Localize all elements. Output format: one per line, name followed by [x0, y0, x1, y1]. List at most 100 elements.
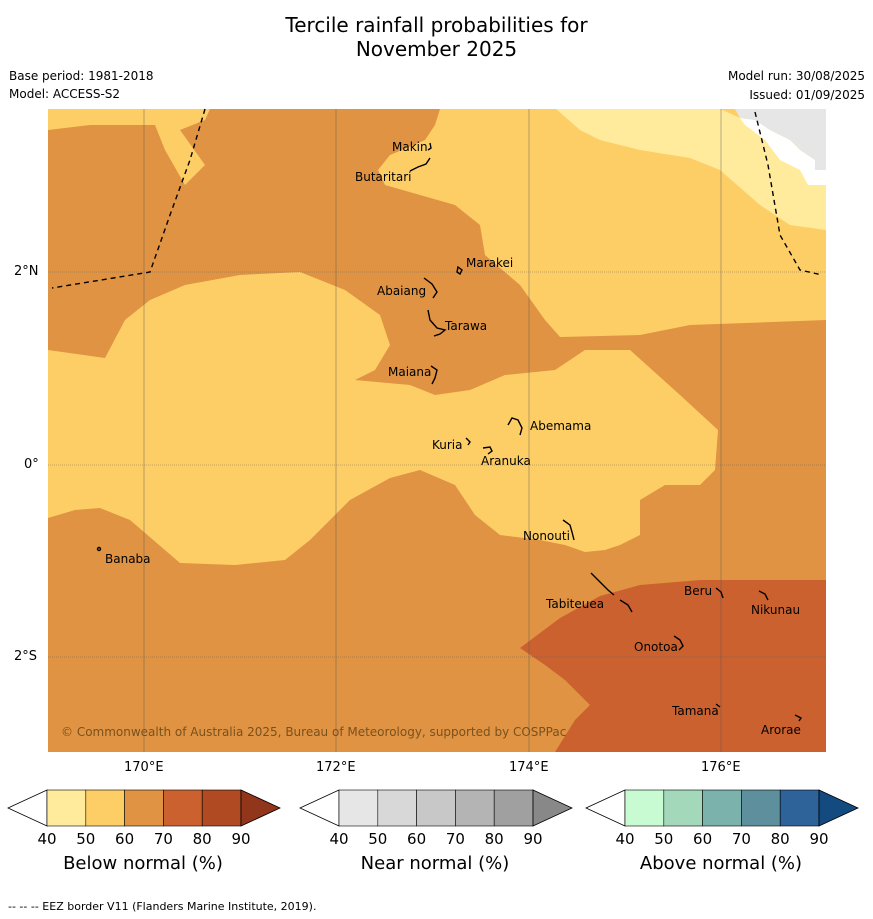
- banaba-island: [96, 546, 102, 552]
- place-label-marakei: Marakei: [466, 256, 513, 270]
- colorbar-below-segment: [163, 789, 203, 827]
- nikunau-island: [758, 590, 769, 601]
- place-label-aranuka: Aranuka: [481, 454, 531, 468]
- colorbar-near-segment: [377, 789, 417, 827]
- colorbar-above-tick-label: 70: [732, 830, 751, 848]
- colorbar-near-min-arrow: [299, 789, 340, 827]
- place-label-butaritari: Butaritari: [355, 170, 412, 184]
- map-title-line2: November 2025: [355, 37, 518, 61]
- place-label-tamana: Tamana: [671, 704, 719, 718]
- colorbar-near-tick-label: 60: [407, 830, 426, 848]
- place-label-kuria: Kuria: [432, 438, 463, 452]
- tabiteuea-island-north: [590, 572, 615, 596]
- colorbar-title-near: Near normal (%): [360, 853, 510, 874]
- colorbar-above-segment: [702, 789, 742, 827]
- place-label-abaiang: Abaiang: [377, 284, 426, 298]
- region-near-normal: [735, 109, 826, 170]
- colorbar-near-segment: [493, 789, 534, 827]
- island-outlines: [96, 142, 803, 722]
- colorbar-above-tick-label: 80: [771, 830, 790, 848]
- lon-tick-170e: 170°E: [124, 760, 164, 775]
- colorbar-title-below: Below normal (%): [63, 853, 223, 874]
- colorbar-near-tick-label: 70: [446, 830, 465, 848]
- lat-tick-2s: 2°S: [14, 649, 38, 664]
- colorbar-near-segment: [455, 789, 495, 827]
- tamana-island: [715, 703, 721, 708]
- model-name: Model: ACCESS-S2: [9, 87, 121, 101]
- colorbar-near-tick-label: 40: [329, 830, 348, 848]
- place-label-abemama: Abemama: [530, 419, 591, 433]
- colorbar-title-above: Above normal (%): [639, 853, 803, 874]
- lat-tick-0: 0°: [24, 457, 39, 472]
- tabiteuea-island-south: [619, 599, 633, 613]
- colorbar-below-tick-label: 80: [193, 830, 212, 848]
- maiana-island: [430, 365, 438, 385]
- abaiang-island: [423, 277, 438, 299]
- aranuka-island: [482, 446, 493, 455]
- place-label-tabiteuea: Tabiteuea: [545, 597, 604, 611]
- colorbar-above-tick-label: 50: [654, 830, 673, 848]
- colorbar-below-tick-label: 60: [115, 830, 134, 848]
- lon-tick-172e: 172°E: [316, 760, 356, 775]
- eez-footnote: -- -- -- EEZ border V11 (Flanders Marine…: [8, 900, 317, 913]
- colorbar-above-segment: [779, 789, 820, 827]
- region-70-80-se: [520, 580, 826, 752]
- makin-island: [427, 142, 432, 151]
- nonouti-island: [562, 519, 575, 541]
- place-label-arorae: Arorae: [761, 723, 801, 737]
- colorbar-above-tick-label: 60: [693, 830, 712, 848]
- place-label-onotoa: Onotoa: [634, 640, 678, 654]
- colorbar-below-tick-label: 70: [154, 830, 173, 848]
- colorbar-below-tick-label: 90: [231, 830, 250, 848]
- colorbar-above-tick-label: 90: [809, 830, 828, 848]
- model-run: Model run: 30/08/2025: [727, 69, 865, 83]
- onotoa-island: [673, 635, 684, 651]
- region-50-60-central: [48, 272, 718, 565]
- colorbars: 40 50 60 70 80 90 40 50 60 70 80 90 40 50 60 70 80 90: [7, 789, 859, 848]
- lon-tick-174e: 174°E: [509, 760, 549, 775]
- colorbar-below-tick-label: 50: [76, 830, 95, 848]
- colorbar-near-segment: [416, 789, 456, 827]
- place-label-nikunau: Nikunau: [751, 603, 800, 617]
- colorbar-above-segment: [624, 789, 665, 827]
- tarawa-island: [427, 309, 447, 337]
- place-label-maiana: Maiana: [388, 365, 431, 379]
- eez-border: [51, 108, 823, 289]
- place-label-banaba: Banaba: [105, 552, 151, 566]
- colorbar-above-tick-label: 40: [615, 830, 634, 848]
- colorbar-near-max-arrow: [532, 789, 573, 827]
- colorbar-below-segment: [201, 789, 242, 827]
- probability-field: [48, 109, 826, 752]
- colorbar-below-segment: [124, 789, 164, 827]
- issued-date: Issued: 01/09/2025: [749, 88, 865, 102]
- copyright-notice: © Commonwealth of Australia 2025, Bureau…: [61, 725, 566, 739]
- base-period: Base period: 1981-2018: [9, 69, 154, 83]
- beru-island: [715, 587, 724, 599]
- region-50-60-nw: [48, 109, 210, 185]
- arorae-island: [794, 714, 803, 722]
- colorbar-below-segment: [85, 789, 125, 827]
- colorbar-above-segment: [663, 789, 703, 827]
- colorbar-below-segment: [46, 789, 87, 827]
- colorbar-below-tick-label: 40: [37, 830, 56, 848]
- colorbar-above-min-arrow: [585, 789, 626, 827]
- region-40-50-ne: [556, 109, 826, 230]
- marakei-island: [456, 265, 463, 276]
- colorbar-above-max-arrow: [818, 789, 859, 827]
- place-label-tarawa: Tarawa: [444, 319, 487, 333]
- place-label-makin: Makin: [392, 140, 428, 154]
- kuria-island: [465, 437, 471, 446]
- colorbar-near-tick-label: 80: [485, 830, 504, 848]
- colorbar-near-tick-label: 50: [368, 830, 387, 848]
- colorbar-above-segment: [741, 789, 781, 827]
- place-label-nonouti: Nonouti: [523, 529, 570, 543]
- colorbar-near-tick-label: 90: [523, 830, 542, 848]
- colorbar-below-max-arrow: [240, 789, 281, 827]
- colorbar-below-min-arrow: [7, 789, 48, 827]
- map-title-line1: Tercile rainfall probabilities for: [285, 13, 588, 37]
- colorbar-near-segment: [338, 789, 379, 827]
- graticule: [48, 109, 826, 752]
- place-label-beru: Beru: [684, 584, 712, 598]
- abemama-island: [507, 417, 523, 436]
